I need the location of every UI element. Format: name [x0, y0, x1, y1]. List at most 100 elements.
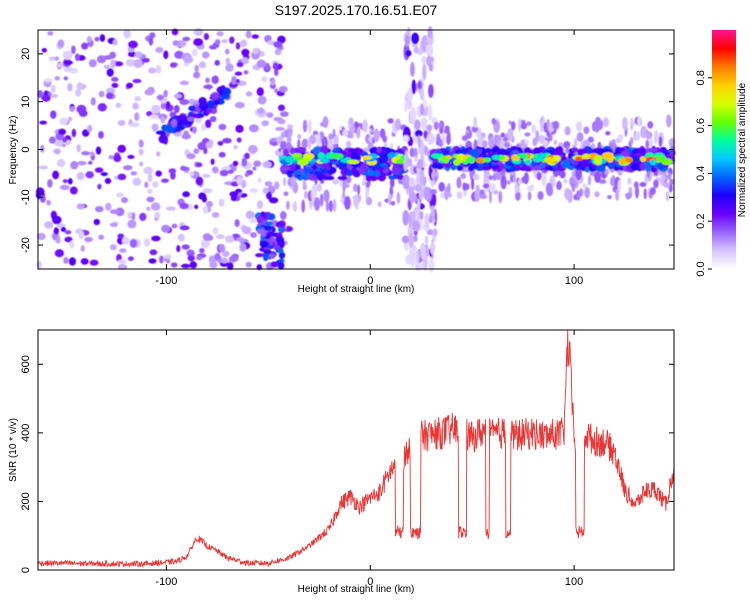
noise-cloud-blob [41, 47, 48, 53]
vertical-stripe-blob [405, 254, 413, 265]
vertical-stripe-blob [414, 184, 422, 193]
noise-cloud-blob [81, 42, 89, 50]
main-band-blob [565, 145, 570, 154]
noise-cloud-blob [264, 181, 273, 187]
noise-cloud-blob [78, 109, 88, 117]
noise-cloud-blob [40, 144, 45, 153]
main-band-blob [571, 147, 579, 153]
main-band-blob [531, 160, 537, 168]
main-band-blob [379, 163, 388, 168]
main-band-blob [437, 137, 441, 142]
spectrogram-y-tick-label: 0 [20, 146, 32, 152]
noise-cloud-blob [62, 50, 73, 60]
main-band-blob [510, 121, 516, 131]
main-band-blob [485, 147, 492, 153]
noise-cloud-blob [117, 144, 127, 153]
main-band-blob [639, 181, 647, 188]
main-band-blob [561, 160, 570, 169]
main-band-blob [576, 132, 584, 142]
noise-cloud-blob [205, 200, 214, 208]
main-band-blob [498, 190, 503, 204]
main-band-blob [515, 191, 521, 201]
noise-cloud-blob [63, 76, 69, 81]
main-band-blob [559, 170, 566, 179]
main-band-blob [506, 180, 511, 185]
noise-cloud-blob [261, 120, 270, 127]
vertical-stripe-blob [426, 229, 433, 236]
noise-cloud-blob [225, 63, 234, 72]
noise-cloud-blob [165, 206, 176, 211]
noise-cloud-blob [46, 199, 51, 206]
spectrogram-x-ticks: -100 0 100 [155, 30, 583, 287]
noise-cloud-blob [218, 244, 226, 253]
main-band-blob [587, 175, 592, 186]
main-band-blob [471, 148, 480, 158]
vertical-stripe-blob [416, 249, 420, 263]
vertical-stripe-blob [432, 228, 438, 237]
noise-cloud-blob [144, 89, 155, 96]
main-band-blob [630, 163, 640, 171]
vertical-stripe-blob [409, 61, 415, 77]
main-band-blob [320, 193, 324, 207]
noise-cloud-blob [146, 196, 155, 203]
noise-cloud-blob [127, 51, 137, 58]
vertical-stripe-blob [417, 134, 421, 148]
vertical-stripe-blob [413, 147, 418, 157]
main-band-blob [346, 169, 353, 177]
main-band-blob [575, 167, 583, 180]
main-band-blob [382, 168, 390, 174]
vertical-stripe-blob [412, 220, 421, 232]
noise-cloud-blob [235, 188, 243, 193]
rising-streak-blob [190, 113, 201, 118]
main-band-blob [542, 139, 549, 146]
noise-cloud-blob [133, 59, 143, 69]
main-band-blob [665, 191, 670, 202]
main-band-blob [471, 125, 478, 133]
noise-cloud-blob [150, 202, 161, 211]
noise-cloud-blob [84, 236, 93, 243]
noise-cloud-blob [98, 234, 105, 240]
noise-cloud-blob [248, 124, 259, 133]
noise-cloud-blob [248, 144, 258, 154]
colorbar-gradient [712, 30, 736, 269]
noise-cloud-blob [114, 175, 119, 180]
noise-cloud-blob [163, 89, 168, 98]
noise-cloud-blob [202, 205, 209, 214]
noise-cloud-blob [235, 42, 241, 50]
noise-cloud-blob [97, 183, 102, 190]
colorbar-tick-label: 0.0 [695, 261, 707, 276]
snr-x-ticks: -100 0 100 [155, 330, 583, 588]
main-band-blob [287, 172, 294, 178]
main-band-blob [582, 153, 591, 160]
vertical-stripe-blob [425, 43, 434, 57]
main-band-blob [332, 179, 339, 185]
main-band-blob [621, 150, 630, 158]
noise-cloud-blob [236, 176, 243, 186]
noise-cloud-blob [85, 171, 94, 179]
main-band-blob [323, 189, 330, 203]
noise-cloud-blob [159, 255, 164, 264]
main-band-blob [328, 200, 333, 213]
noise-cloud-blob [50, 85, 56, 93]
rising-streak-blob [176, 115, 182, 121]
noise-cloud-blob [138, 148, 144, 156]
noise-cloud-blob [234, 101, 245, 109]
main-band-blob [524, 159, 532, 166]
noise-cloud-blob [161, 224, 171, 233]
noise-cloud-blob [205, 119, 212, 129]
noise-cloud-blob [170, 262, 178, 268]
main-band-blob [365, 133, 371, 144]
noise-cloud-blob [130, 171, 138, 176]
vertical-stripe-blob [426, 124, 433, 131]
main-band-blob [396, 191, 401, 204]
vertical-stripe-blob [411, 252, 415, 268]
noise-cloud-blob [132, 78, 142, 84]
noise-cloud-blob [134, 96, 142, 102]
main-band-blob [480, 193, 488, 200]
main-band-blob [545, 166, 554, 171]
main-band-blob [539, 163, 545, 168]
vertical-stripe-blob [408, 212, 412, 228]
vertical-stripe-blob [418, 262, 424, 271]
noise-cloud-blob [103, 64, 111, 70]
